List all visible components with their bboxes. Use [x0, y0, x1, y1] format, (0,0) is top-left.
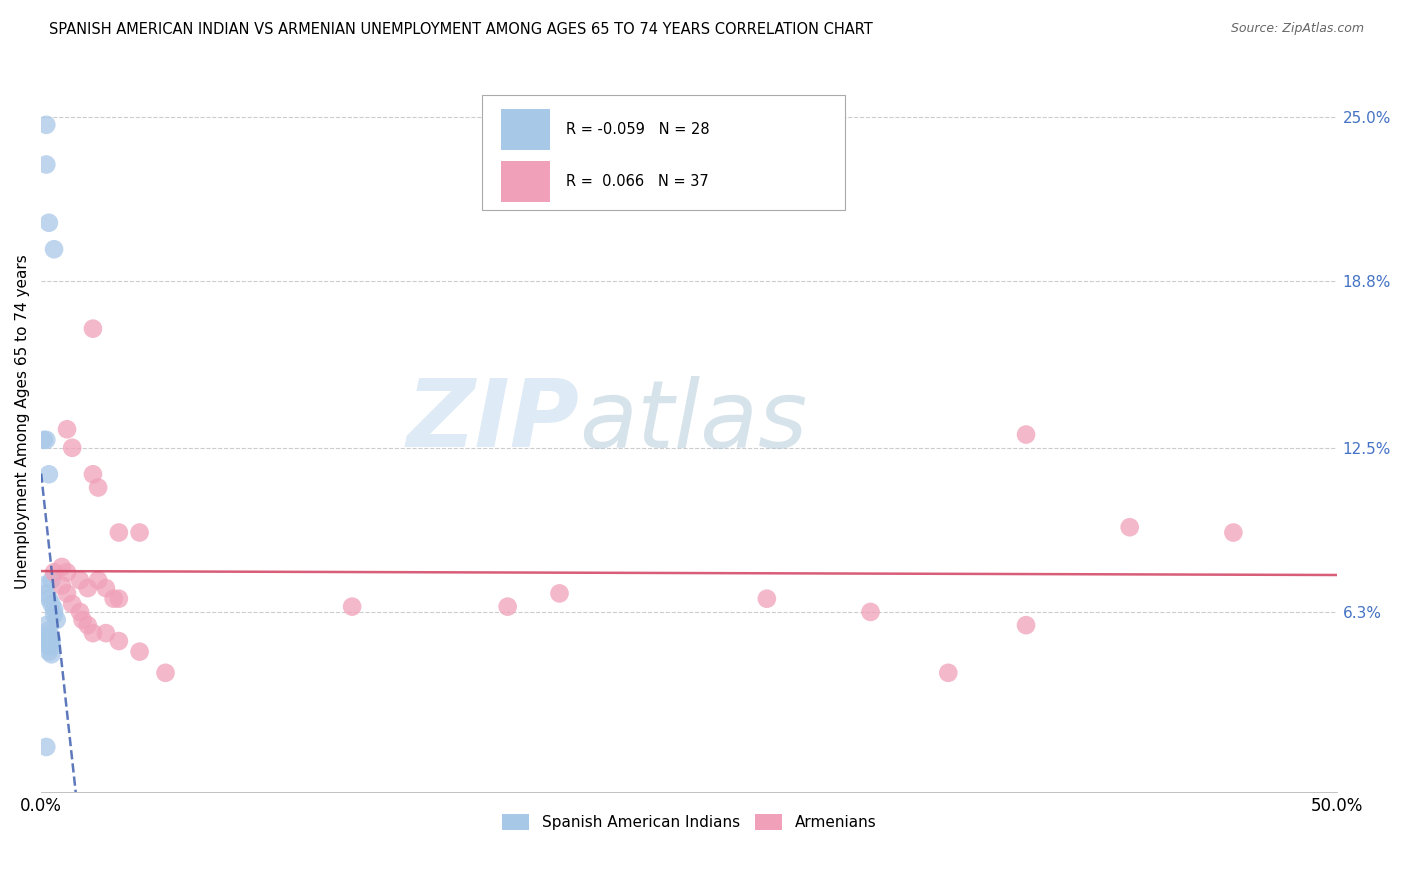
- Bar: [501, 161, 550, 202]
- Point: [38, 632, 60, 646]
- Point: [42, 566, 65, 580]
- Point: [45, 613, 67, 627]
- Point: [42, 242, 65, 256]
- Point: [42, 602, 65, 616]
- Point: [38, 591, 60, 606]
- Point: [128, 525, 150, 540]
- Point: [1015, 427, 1038, 442]
- Point: [35, 618, 58, 632]
- Point: [42, 607, 65, 622]
- Text: atlas: atlas: [579, 376, 807, 467]
- Point: [38, 467, 60, 482]
- Point: [35, 157, 58, 171]
- Bar: [501, 109, 550, 150]
- Point: [35, 118, 58, 132]
- Text: ZIP: ZIP: [406, 376, 579, 467]
- Point: [936, 665, 959, 680]
- Point: [103, 591, 125, 606]
- Point: [69, 605, 91, 619]
- Point: [38, 640, 60, 654]
- Point: [51, 578, 73, 592]
- Point: [41, 648, 63, 662]
- Point: [56, 586, 79, 600]
- Point: [35, 634, 58, 648]
- Legend: Spanish American Indians, Armenians: Spanish American Indians, Armenians: [496, 808, 883, 836]
- Point: [755, 591, 778, 606]
- Point: [128, 645, 150, 659]
- Point: [108, 634, 131, 648]
- Point: [41, 632, 63, 646]
- Text: Source: ZipAtlas.com: Source: ZipAtlas.com: [1230, 22, 1364, 36]
- Point: [51, 560, 73, 574]
- Point: [41, 634, 63, 648]
- Text: SPANISH AMERICAN INDIAN VS ARMENIAN UNEMPLOYMENT AMONG AGES 65 TO 74 YEARS CORRE: SPANISH AMERICAN INDIAN VS ARMENIAN UNEM…: [49, 22, 873, 37]
- Point: [155, 665, 177, 680]
- Text: R =  0.066   N = 37: R = 0.066 N = 37: [567, 174, 709, 189]
- Point: [87, 481, 110, 495]
- Point: [94, 626, 117, 640]
- FancyBboxPatch shape: [482, 95, 845, 210]
- Point: [35, 586, 58, 600]
- Point: [38, 645, 60, 659]
- Point: [60, 597, 83, 611]
- Point: [94, 581, 117, 595]
- Point: [82, 626, 104, 640]
- Point: [60, 441, 83, 455]
- Point: [32, 578, 55, 592]
- Point: [35, 739, 58, 754]
- Point: [548, 586, 571, 600]
- Point: [35, 433, 58, 447]
- Point: [87, 573, 110, 587]
- Point: [82, 467, 104, 482]
- Point: [340, 599, 363, 614]
- Point: [69, 573, 91, 587]
- Y-axis label: Unemployment Among Ages 65 to 74 years: Unemployment Among Ages 65 to 74 years: [15, 254, 30, 589]
- Point: [41, 597, 63, 611]
- Point: [1015, 618, 1038, 632]
- Point: [859, 605, 882, 619]
- Point: [38, 216, 60, 230]
- Point: [82, 321, 104, 335]
- Point: [76, 581, 98, 595]
- Point: [1118, 520, 1140, 534]
- Point: [38, 637, 60, 651]
- Text: R = -0.059   N = 28: R = -0.059 N = 28: [567, 122, 710, 137]
- Point: [32, 433, 55, 447]
- Point: [108, 525, 131, 540]
- Point: [56, 422, 79, 436]
- Point: [1222, 525, 1244, 540]
- Point: [56, 566, 79, 580]
- Point: [41, 573, 63, 587]
- Point: [76, 618, 98, 632]
- Point: [108, 591, 131, 606]
- Point: [41, 640, 63, 654]
- Point: [38, 624, 60, 638]
- Point: [72, 613, 94, 627]
- Point: [38, 629, 60, 643]
- Point: [496, 599, 519, 614]
